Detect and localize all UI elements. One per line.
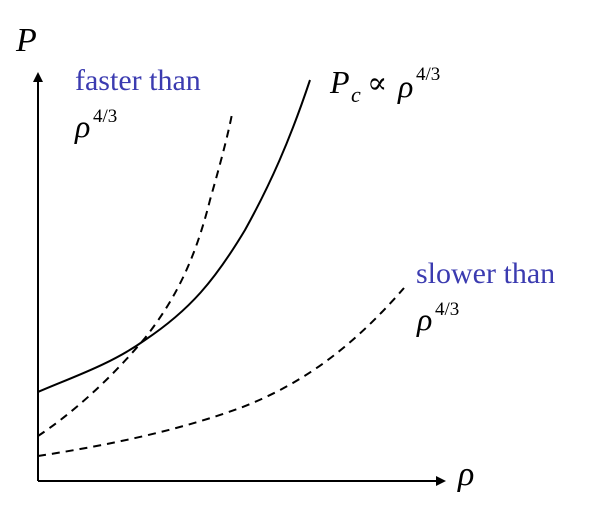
faster-rho: ρ xyxy=(74,108,90,144)
critical-curve xyxy=(37,79,311,393)
slower-text: slower than xyxy=(416,257,555,290)
label-p: P xyxy=(329,64,350,100)
slower-rho: ρ xyxy=(416,301,432,337)
faster-annotation: faster than ρ 4/3 xyxy=(74,64,201,144)
label-proportional-symbol: ∝ xyxy=(367,67,387,100)
faster-exponent: 4/3 xyxy=(93,106,117,127)
faster-curve xyxy=(37,113,233,437)
slower-curve xyxy=(37,287,405,457)
x-axis-label: ρ xyxy=(457,456,474,493)
slower-annotation: slower than ρ 4/3 xyxy=(416,257,555,337)
label-subscript-c: c xyxy=(351,82,361,107)
y-axis-label: P xyxy=(15,22,37,59)
label-rho: ρ xyxy=(397,68,413,104)
faster-text: faster than xyxy=(75,64,201,97)
critical-curve-label: P c ∝ ρ 4/3 xyxy=(329,64,440,107)
label-exponent: 4/3 xyxy=(416,64,440,85)
slower-exponent: 4/3 xyxy=(435,299,459,320)
